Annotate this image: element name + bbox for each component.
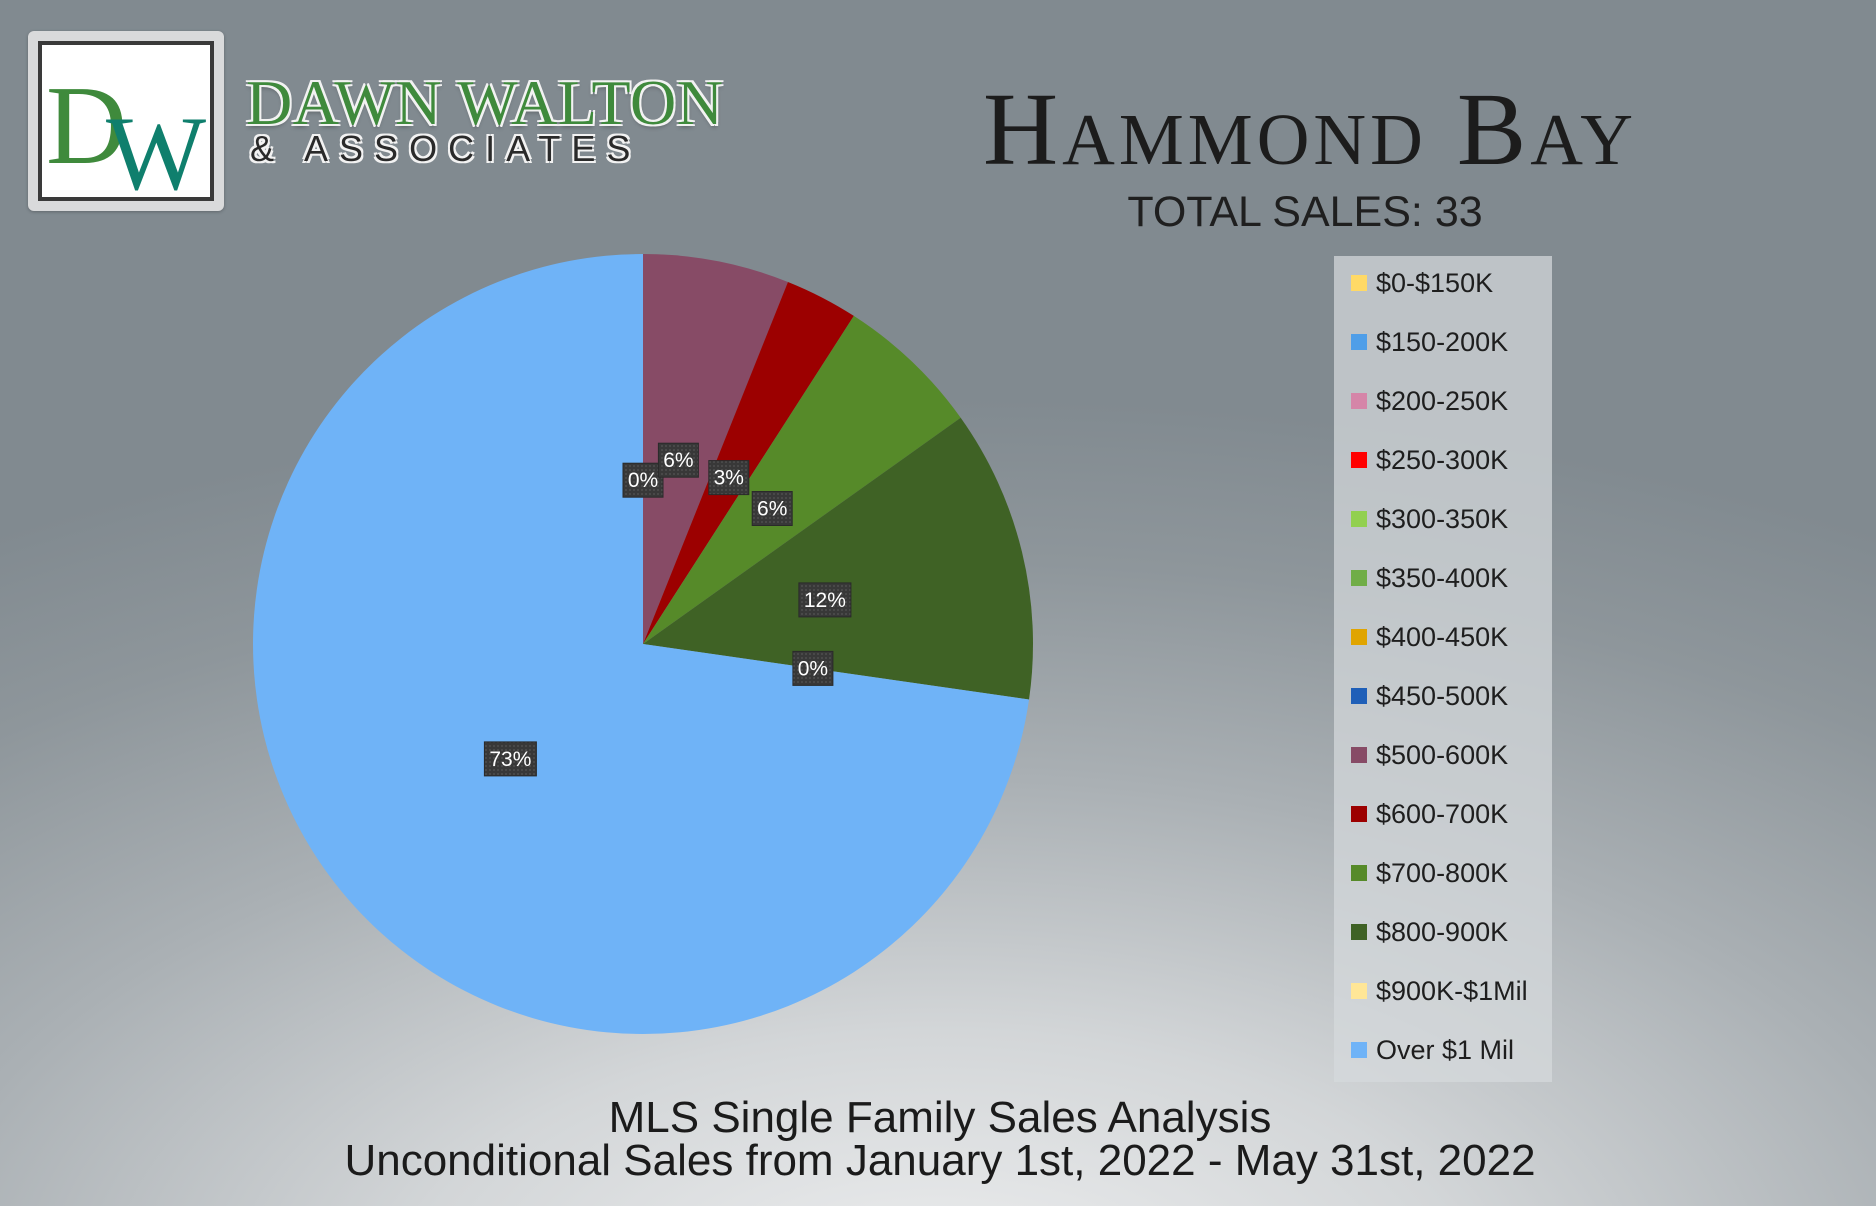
pie-slice-over-1-mil — [252, 254, 1030, 1034]
legend-label: $450-500K — [1376, 680, 1509, 711]
chart-title: Hammond Bay — [983, 72, 1637, 187]
legend-swatch — [1351, 688, 1367, 704]
legend-item-0-150k: $0-$150K — [1351, 268, 1493, 298]
footer-date-range: Unconditional Sales from January 1st, 20… — [344, 1136, 1536, 1185]
logo: D W — [28, 31, 224, 212]
svg-text:W: W — [106, 95, 206, 197]
legend-swatch — [1351, 452, 1367, 468]
svg-text:12%: 12% — [804, 589, 846, 612]
legend-swatch — [1351, 511, 1367, 527]
brand-name: DAWN WALTON — [246, 67, 724, 138]
legend-item-800-900k: $800-900K — [1351, 917, 1508, 947]
legend-item-150-200k: $150-200K — [1351, 327, 1508, 357]
legend-label: $600-700K — [1376, 798, 1509, 829]
legend-swatch — [1351, 747, 1367, 763]
data-label-600-700k: 3% — [708, 460, 750, 496]
legend-label: $400-450K — [1376, 621, 1509, 652]
pie-slice-800-900k — [643, 417, 1033, 700]
legend-swatch — [1351, 983, 1367, 999]
legend-swatch — [1351, 629, 1367, 645]
logo-monogram: D W — [38, 41, 214, 212]
footer-title: MLS Single Family Sales Analysis — [608, 1093, 1272, 1142]
data-label-500-600k: 6% — [657, 442, 699, 478]
legend: $0-$150K $150-200K $200-250K $250-300K $300-… — [1334, 256, 1552, 1082]
legend-item-500-600k: $500-600K — [1351, 740, 1508, 770]
legend-label: $200-250K — [1376, 385, 1509, 416]
legend-label: Over $1 Mil — [1376, 1034, 1515, 1065]
svg-text:6%: 6% — [663, 449, 693, 472]
legend-item-450-500k: $450-500K — [1351, 681, 1508, 711]
chart-subtitle: TOTAL SALES: 33 — [1127, 188, 1483, 236]
monogram-mark: D W — [46, 64, 206, 212]
legend-item-600-700k: $600-700K — [1351, 799, 1508, 829]
data-label-800-900k: 12% — [798, 582, 852, 618]
svg-text:D: D — [46, 64, 127, 188]
svg-text:6%: 6% — [757, 498, 787, 521]
legend-item-250-300k: $250-300K — [1351, 445, 1508, 475]
svg-text:3%: 3% — [714, 467, 744, 490]
data-label-over-1-mil: 73% — [483, 741, 537, 777]
legend-label: $150-200K — [1376, 326, 1509, 357]
legend-label: $800-900K — [1376, 916, 1509, 947]
pie-slice-500-600k — [643, 254, 788, 644]
brand-tagline: & ASSOCIATES — [250, 128, 642, 169]
svg-text:0%: 0% — [798, 657, 828, 680]
data-label-0-150k: 0% — [622, 462, 664, 498]
legend-label: $350-400K — [1376, 562, 1509, 593]
legend-item-over-1-mil: Over $1 Mil — [1351, 1035, 1514, 1065]
svg-text:73%: 73% — [489, 748, 531, 771]
legend-swatch — [1351, 806, 1367, 822]
legend-label: $700-800K — [1376, 857, 1509, 888]
legend-swatch — [1351, 865, 1367, 881]
legend-label: $900K-$1Mil — [1376, 975, 1528, 1006]
legend-item-900k-1mil: $900K-$1Mil — [1351, 976, 1528, 1006]
legend-swatch — [1351, 393, 1367, 409]
legend-swatch — [1351, 570, 1367, 586]
legend-label: $500-600K — [1376, 739, 1509, 770]
legend-item-350-400k: $350-400K — [1351, 563, 1508, 593]
data-label-700-800k: 6% — [751, 491, 793, 526]
pie-slice-700-800k — [643, 315, 961, 644]
legend-swatch — [1351, 275, 1367, 291]
legend-label: $300-350K — [1376, 503, 1509, 534]
legend-swatch — [1351, 924, 1367, 940]
data-label-900k-1mil: 0% — [792, 650, 834, 686]
legend-swatch — [1351, 1042, 1367, 1058]
legend-item-300-350k: $300-350K — [1351, 504, 1508, 534]
legend-item-400-450k: $400-450K — [1351, 622, 1508, 652]
legend-label: $0-$150K — [1376, 267, 1494, 298]
svg-text:0%: 0% — [628, 469, 658, 492]
legend-label: $250-300K — [1376, 444, 1509, 475]
legend-swatch — [1351, 334, 1367, 350]
legend-item-200-250k: $200-250K — [1351, 386, 1508, 416]
legend-item-700-800k: $700-800K — [1351, 858, 1508, 888]
